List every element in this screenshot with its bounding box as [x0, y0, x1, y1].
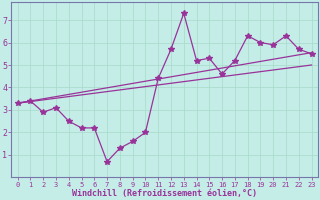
X-axis label: Windchill (Refroidissement éolien,°C): Windchill (Refroidissement éolien,°C): [72, 189, 257, 198]
